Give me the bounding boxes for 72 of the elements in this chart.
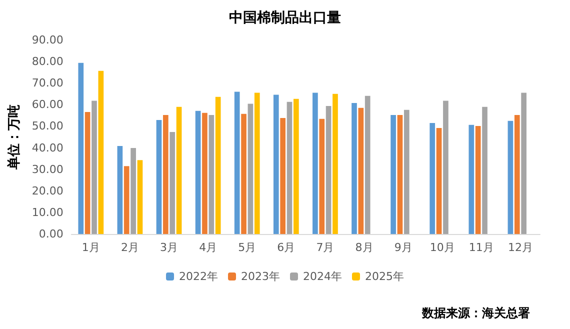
bar bbox=[254, 92, 260, 234]
bar bbox=[176, 106, 182, 234]
x-tick-label: 4月 bbox=[199, 241, 218, 254]
y-tick-label: 70.00 bbox=[32, 76, 64, 90]
legend-label: 2023年 bbox=[241, 270, 280, 283]
x-tick-label: 10月 bbox=[430, 241, 455, 254]
bar bbox=[215, 96, 221, 234]
bar bbox=[475, 126, 481, 234]
x-tick-label: 1月 bbox=[82, 241, 100, 254]
y-tick-label: 50.00 bbox=[32, 120, 64, 133]
bar bbox=[312, 92, 318, 234]
legend-label: 2025年 bbox=[364, 270, 404, 283]
bar bbox=[521, 92, 526, 234]
y-tick-label: 80.00 bbox=[32, 55, 64, 68]
bar bbox=[286, 102, 292, 234]
source-note: 数据来源：海关总署 bbox=[421, 306, 530, 320]
bar bbox=[98, 70, 104, 234]
bar bbox=[332, 94, 338, 234]
y-axis-title: 单位：万吨 bbox=[6, 104, 22, 170]
bar bbox=[124, 166, 130, 234]
bar bbox=[326, 106, 332, 234]
bar bbox=[508, 120, 514, 234]
bar bbox=[234, 92, 240, 234]
y-tick-label: 20.00 bbox=[32, 184, 64, 198]
bar bbox=[280, 118, 286, 234]
bar bbox=[208, 115, 214, 234]
y-tick-label: 90.00 bbox=[32, 34, 64, 46]
y-tick-label: 0.00 bbox=[38, 228, 64, 240]
bar bbox=[482, 106, 488, 234]
y-tick-label: 40.00 bbox=[32, 141, 64, 154]
bar bbox=[430, 122, 436, 234]
bar bbox=[202, 112, 208, 234]
bar bbox=[514, 115, 520, 234]
x-tick-label: 12月 bbox=[508, 241, 533, 254]
bar bbox=[294, 98, 299, 234]
x-tick-label: 2月 bbox=[120, 241, 139, 254]
bar bbox=[397, 115, 403, 234]
bar bbox=[137, 160, 143, 234]
bar bbox=[390, 115, 396, 234]
x-tick-label: 8月 bbox=[355, 241, 374, 254]
bar bbox=[92, 100, 97, 234]
bar bbox=[163, 115, 168, 234]
bar bbox=[156, 120, 162, 234]
legend-label: 2024年 bbox=[303, 270, 342, 283]
bar bbox=[195, 110, 201, 234]
bar bbox=[170, 132, 176, 234]
legend-label: 2022年 bbox=[179, 270, 218, 283]
bar bbox=[364, 96, 370, 234]
y-tick-label: 30.00 bbox=[32, 162, 64, 176]
bar bbox=[241, 114, 246, 234]
bar bbox=[117, 146, 123, 234]
x-tick-label: 6月 bbox=[277, 241, 296, 254]
x-tick-label: 5月 bbox=[238, 241, 256, 254]
bar bbox=[130, 148, 136, 234]
bar bbox=[443, 100, 448, 234]
bar bbox=[358, 108, 364, 234]
y-tick-label: 10.00 bbox=[32, 206, 64, 219]
bar bbox=[273, 94, 279, 234]
y-tick-label: 60.00 bbox=[32, 98, 64, 112]
x-tick-label: 7月 bbox=[316, 241, 334, 254]
bar bbox=[84, 112, 90, 234]
bar bbox=[78, 62, 84, 234]
x-tick-label: 3月 bbox=[160, 241, 178, 254]
bar bbox=[319, 118, 325, 234]
bar bbox=[352, 102, 357, 234]
x-tick-label: 9月 bbox=[394, 241, 412, 254]
bar bbox=[248, 104, 254, 234]
bar bbox=[468, 124, 474, 234]
chart-title: 中国棉制品出口量 bbox=[229, 10, 341, 26]
x-tick-label: 11月 bbox=[468, 241, 494, 254]
bar bbox=[404, 110, 410, 234]
bar bbox=[436, 128, 442, 234]
